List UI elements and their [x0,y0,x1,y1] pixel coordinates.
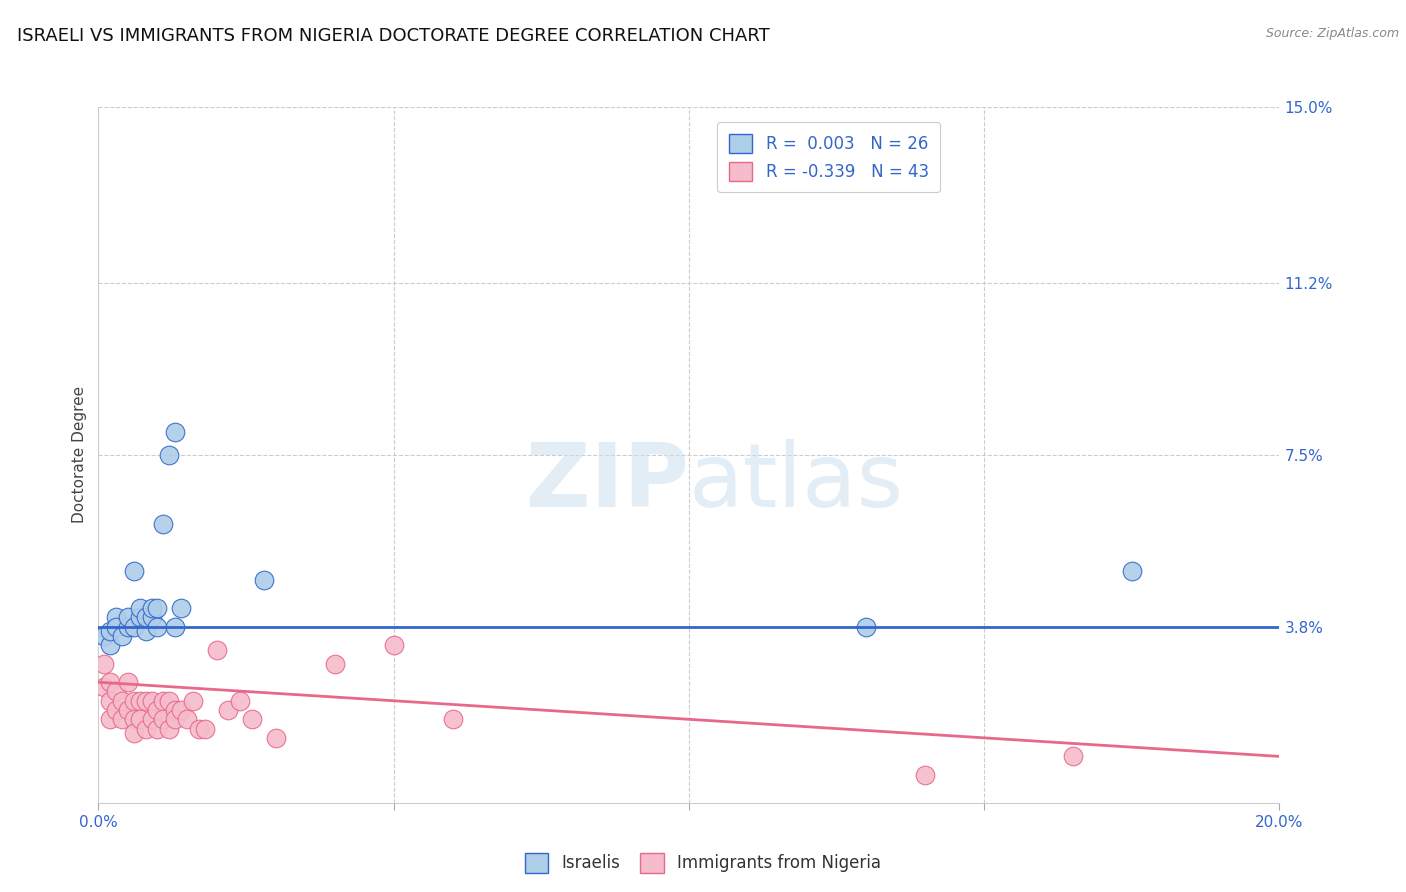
Point [111,694,134,708]
Point [205,642,228,657]
Point [128,610,150,624]
Point [122,694,145,708]
Point [105,684,128,698]
Point [855,619,877,633]
Point [141,610,163,624]
Legend: R =  0.003   N = 26, R = -0.339   N = 43: R = 0.003 N = 26, R = -0.339 N = 43 [717,122,941,193]
Point [128,712,150,726]
Point [157,694,180,708]
Y-axis label: Doctorate Degree: Doctorate Degree [72,386,87,524]
Point [441,712,464,726]
Point [128,601,150,615]
Point [170,703,193,717]
Point [152,694,174,708]
Point [135,624,157,639]
Point [98,675,121,690]
Point [165,425,187,439]
Point [117,703,139,717]
Point [152,712,174,726]
Point [146,703,169,717]
Point [181,694,204,708]
Point [157,722,180,736]
Point [141,712,163,726]
Point [98,712,121,726]
Point [146,619,169,633]
Point [146,722,169,736]
Point [135,722,157,736]
Point [117,619,139,633]
Point [253,573,276,587]
Point [93,629,115,643]
Point [1121,564,1143,578]
Point [135,610,157,624]
Point [264,731,287,745]
Point [105,610,128,624]
Point [141,694,163,708]
Point [93,680,115,694]
Point [187,722,209,736]
Point [382,638,405,652]
Legend: Israelis, Immigrants from Nigeria: Israelis, Immigrants from Nigeria [519,847,887,880]
Text: atlas: atlas [689,439,904,526]
Point [98,638,121,652]
Point [176,712,198,726]
Point [194,722,217,736]
Point [111,712,134,726]
Point [93,657,115,671]
Point [165,703,187,717]
Point [122,726,145,740]
Point [105,703,128,717]
Point [152,517,174,532]
Point [157,448,180,462]
Point [146,601,169,615]
Point [240,712,263,726]
Text: ISRAELI VS IMMIGRANTS FROM NIGERIA DOCTORATE DEGREE CORRELATION CHART: ISRAELI VS IMMIGRANTS FROM NIGERIA DOCTO… [17,27,769,45]
Point [128,694,150,708]
Text: Source: ZipAtlas.com: Source: ZipAtlas.com [1265,27,1399,40]
Point [165,619,187,633]
Point [105,619,128,633]
Point [117,610,139,624]
Point [122,619,145,633]
Point [117,675,139,690]
Point [98,624,121,639]
Point [122,712,145,726]
Point [323,657,346,671]
Point [165,712,187,726]
Point [217,703,239,717]
Point [914,768,936,782]
Point [141,601,163,615]
Point [98,694,121,708]
Point [170,601,193,615]
Point [111,629,134,643]
Point [122,564,145,578]
Point [1062,749,1084,764]
Point [229,694,252,708]
Text: ZIP: ZIP [526,439,689,526]
Point [135,694,157,708]
